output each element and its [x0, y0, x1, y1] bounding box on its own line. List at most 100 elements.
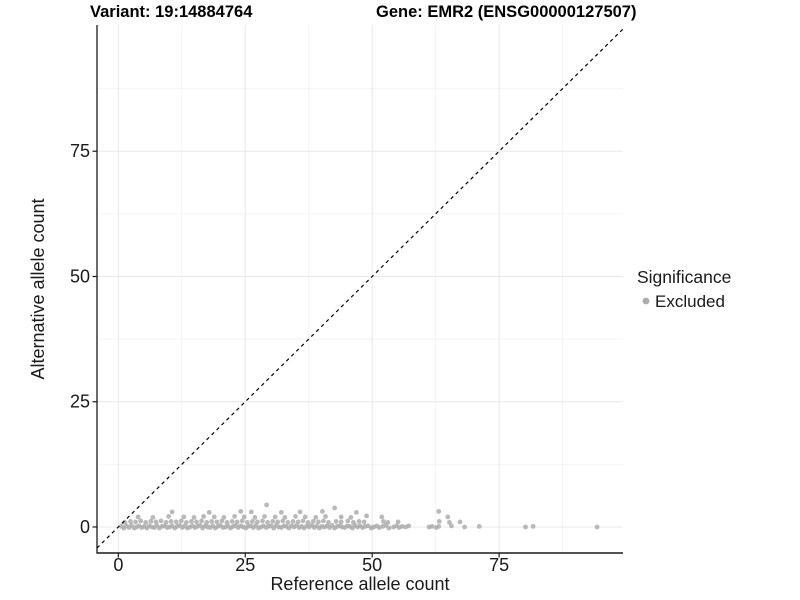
data-point: [239, 518, 245, 524]
data-point: [385, 520, 391, 525]
data-point: [248, 509, 254, 515]
legend: Significance Excluded: [637, 267, 731, 311]
data-point: [462, 524, 467, 530]
data-point: [229, 519, 235, 524]
data-point: [381, 519, 386, 524]
data-point: [313, 515, 319, 520]
data-point: [395, 519, 401, 525]
data-point: [280, 518, 286, 524]
data-point: [449, 523, 454, 529]
data-point: [262, 514, 267, 519]
data-point: [386, 525, 392, 531]
data-point: [354, 510, 359, 515]
data-point: [169, 509, 175, 515]
data-point: [282, 515, 288, 520]
data-point: [184, 520, 189, 525]
x-tick-label: 25: [235, 555, 255, 575]
data-point: [320, 509, 325, 514]
data-point: [338, 519, 344, 525]
plot-title-gene: Gene: EMR2 (ENSG00000127507): [376, 3, 636, 21]
data-point: [201, 514, 207, 519]
data-point: [523, 524, 528, 530]
data-point: [189, 519, 194, 524]
data-point: [326, 520, 331, 525]
legend-swatch-excluded: [642, 297, 650, 305]
gridlines-minor: [97, 25, 623, 553]
data-point: [272, 514, 278, 520]
y-tick-label: 0: [80, 517, 90, 537]
data-point: [238, 509, 244, 514]
data-point: [290, 519, 296, 524]
data-point: [209, 519, 215, 524]
data-point: [150, 515, 156, 520]
identity-line: [96, 28, 624, 549]
data-points: [119, 502, 600, 531]
data-point: [345, 518, 351, 524]
axis-ticks: 0 25 50 75 0 25 50 75: [70, 141, 509, 575]
data-point: [158, 518, 164, 524]
x-tick-label: 50: [362, 555, 382, 575]
data-point: [211, 514, 217, 520]
data-point: [332, 505, 337, 511]
data-point: [436, 524, 442, 529]
data-point: [143, 520, 149, 525]
y-tick-label: 75: [70, 141, 90, 161]
data-point: [181, 514, 187, 520]
data-point: [300, 518, 306, 524]
gridlines-major: [97, 25, 623, 553]
data-point: [348, 515, 354, 520]
data-point: [234, 519, 240, 525]
data-point: [476, 524, 482, 529]
data-point: [447, 520, 452, 525]
data-point: [356, 519, 362, 524]
data-point: [206, 510, 212, 515]
data-point: [333, 519, 339, 524]
legend-title: Significance: [637, 267, 731, 287]
data-point: [379, 514, 385, 520]
data-point: [594, 524, 600, 530]
data-point: [338, 514, 344, 520]
data-point: [457, 519, 463, 525]
data-point: [270, 519, 276, 524]
data-point: [173, 519, 179, 525]
data-point: [178, 518, 184, 524]
data-point: [436, 519, 442, 524]
legend-item-label-excluded: Excluded: [655, 292, 725, 311]
data-point: [255, 519, 260, 525]
data-point: [260, 518, 265, 524]
data-point: [168, 519, 174, 524]
data-point: [293, 514, 298, 519]
data-point: [219, 518, 225, 524]
data-point: [166, 514, 172, 519]
data-point: [310, 519, 316, 524]
data-point: [244, 520, 250, 525]
data-point: [399, 524, 405, 529]
data-point: [445, 514, 451, 520]
data-point: [241, 514, 247, 520]
data-point: [406, 523, 412, 529]
data-point: [429, 524, 435, 529]
data-point: [364, 513, 369, 519]
data-point: [199, 518, 205, 524]
y-tick-label: 25: [70, 392, 90, 412]
data-point: [128, 519, 133, 524]
data-point: [302, 514, 308, 520]
data-point: [252, 515, 258, 520]
data-point: [194, 519, 199, 525]
data-point: [530, 524, 536, 529]
data-point: [321, 518, 326, 524]
data-point: [316, 519, 321, 525]
data-point: [204, 520, 210, 525]
data-point: [297, 509, 303, 515]
data-point: [250, 519, 255, 524]
data-point: [361, 519, 367, 525]
data-point: [224, 520, 230, 525]
x-tick-label: 0: [113, 555, 123, 575]
plot-title-variant: Variant: 19:14884764: [90, 3, 253, 21]
data-point: [133, 519, 139, 525]
data-point: [265, 520, 270, 525]
data-point: [135, 514, 141, 520]
data-point: [323, 514, 328, 519]
